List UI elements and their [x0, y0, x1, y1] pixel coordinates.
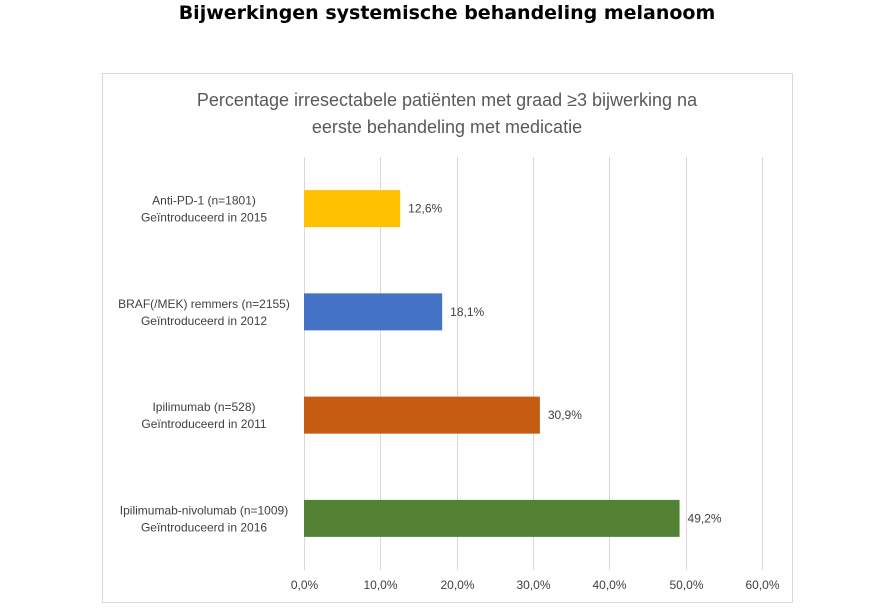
x-tick-label: 60,0% — [745, 578, 779, 592]
x-tick-label: 10,0% — [363, 578, 397, 592]
category-label: Geïntroduceerd in 2012 — [141, 314, 267, 328]
data-label: 49,2% — [688, 511, 722, 525]
bar — [304, 499, 680, 537]
data-label: 18,1% — [450, 305, 484, 319]
x-tick-label: 20,0% — [440, 578, 474, 592]
bar — [304, 396, 540, 434]
category-label: Ipilimumab (n=528) — [152, 400, 255, 414]
bar — [304, 293, 443, 331]
chart-title-line-2: eerste behandeling met medicatie — [312, 117, 582, 137]
x-tick-label: 0,0% — [291, 578, 319, 592]
category-label: Anti-PD-1 (n=1801) — [152, 194, 256, 208]
data-label: 30,9% — [548, 408, 582, 422]
category-label: Ipilimumab-nivolumab (n=1009) — [120, 503, 288, 517]
data-label: 12,6% — [408, 202, 442, 216]
x-tick-label: 40,0% — [592, 578, 626, 592]
x-tick-label: 30,0% — [516, 578, 550, 592]
bar — [304, 190, 401, 228]
category-label: Geïntroduceerd in 2016 — [141, 520, 267, 534]
page-title: Bijwerkingen systemische behandeling mel… — [179, 2, 716, 24]
category-label: Geïntroduceerd in 2011 — [141, 417, 267, 431]
chart-title-line-1: Percentage irresectabele patiënten met g… — [197, 90, 698, 110]
category-label: Geïntroduceerd in 2015 — [141, 211, 267, 225]
x-tick-label: 50,0% — [669, 578, 703, 592]
category-label: BRAF(/MEK) remmers (n=2155) — [118, 297, 290, 311]
